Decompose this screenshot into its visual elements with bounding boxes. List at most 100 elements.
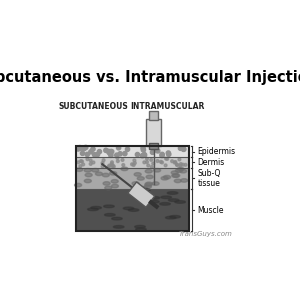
Circle shape (125, 147, 130, 152)
Circle shape (146, 160, 148, 164)
Polygon shape (76, 168, 189, 189)
Circle shape (152, 162, 155, 165)
Circle shape (80, 160, 82, 163)
Ellipse shape (166, 216, 176, 219)
Ellipse shape (146, 182, 152, 186)
Ellipse shape (149, 196, 160, 199)
Circle shape (111, 161, 113, 164)
Circle shape (150, 150, 155, 155)
Polygon shape (76, 189, 189, 231)
Ellipse shape (167, 192, 178, 194)
Ellipse shape (177, 167, 184, 171)
Text: Subcutaneous vs. Intramuscular Injections: Subcutaneous vs. Intramuscular Injection… (0, 70, 300, 86)
Ellipse shape (92, 169, 99, 172)
Ellipse shape (76, 168, 83, 171)
Ellipse shape (110, 172, 117, 175)
Circle shape (130, 163, 134, 166)
Circle shape (86, 158, 89, 160)
Ellipse shape (171, 171, 178, 174)
Ellipse shape (154, 169, 160, 172)
FancyBboxPatch shape (149, 143, 158, 148)
Circle shape (91, 147, 95, 151)
Circle shape (167, 152, 171, 156)
Text: Muscle: Muscle (198, 206, 224, 214)
Circle shape (166, 158, 169, 160)
Circle shape (95, 152, 100, 157)
Ellipse shape (152, 182, 159, 185)
Circle shape (110, 149, 114, 154)
Circle shape (97, 149, 101, 154)
Circle shape (132, 164, 135, 166)
Ellipse shape (160, 202, 170, 205)
Circle shape (156, 160, 159, 163)
Circle shape (173, 161, 176, 164)
FancyBboxPatch shape (148, 111, 158, 121)
Circle shape (160, 152, 164, 157)
Circle shape (182, 147, 186, 152)
Circle shape (179, 163, 182, 166)
Circle shape (80, 151, 85, 155)
Circle shape (143, 161, 146, 164)
Ellipse shape (140, 188, 150, 191)
Circle shape (78, 146, 82, 150)
Circle shape (160, 160, 162, 163)
Circle shape (176, 164, 178, 166)
Circle shape (121, 158, 124, 161)
Circle shape (92, 161, 95, 164)
Circle shape (135, 152, 140, 157)
Ellipse shape (103, 182, 110, 185)
Ellipse shape (181, 179, 188, 182)
Ellipse shape (91, 206, 101, 209)
Ellipse shape (148, 200, 159, 203)
Circle shape (176, 163, 178, 166)
Ellipse shape (170, 215, 180, 218)
Circle shape (142, 153, 147, 157)
Ellipse shape (95, 172, 103, 175)
Ellipse shape (112, 217, 122, 220)
Circle shape (79, 165, 82, 167)
Ellipse shape (123, 207, 134, 210)
Text: INTRAMUSCULAR: INTRAMUSCULAR (130, 102, 205, 111)
Circle shape (85, 152, 89, 157)
Circle shape (110, 163, 113, 166)
Circle shape (89, 150, 93, 154)
Circle shape (160, 161, 164, 164)
Ellipse shape (111, 179, 118, 183)
Circle shape (104, 148, 108, 152)
Text: TransGuys.com: TransGuys.com (179, 231, 233, 237)
Ellipse shape (111, 184, 118, 188)
Ellipse shape (175, 201, 185, 203)
Ellipse shape (132, 182, 139, 185)
Ellipse shape (113, 226, 124, 228)
Circle shape (108, 164, 111, 167)
FancyBboxPatch shape (128, 182, 155, 207)
Circle shape (150, 158, 153, 161)
Circle shape (101, 165, 104, 168)
Circle shape (101, 162, 104, 164)
Circle shape (118, 152, 122, 156)
Circle shape (111, 165, 114, 167)
Circle shape (79, 146, 83, 150)
Circle shape (107, 165, 110, 168)
Circle shape (106, 149, 110, 154)
Ellipse shape (128, 209, 139, 211)
Circle shape (84, 145, 88, 150)
Circle shape (160, 153, 164, 158)
Ellipse shape (137, 177, 144, 180)
Ellipse shape (134, 172, 141, 176)
Ellipse shape (103, 205, 114, 208)
Ellipse shape (174, 179, 181, 183)
Circle shape (112, 165, 115, 168)
Circle shape (77, 161, 80, 164)
Ellipse shape (85, 173, 92, 177)
Ellipse shape (146, 175, 153, 179)
Ellipse shape (172, 174, 179, 177)
Circle shape (141, 146, 145, 150)
Circle shape (111, 164, 114, 167)
Ellipse shape (175, 169, 182, 172)
Circle shape (141, 148, 146, 152)
Circle shape (82, 146, 87, 150)
Ellipse shape (161, 176, 168, 180)
Circle shape (179, 164, 181, 167)
Circle shape (178, 146, 183, 150)
